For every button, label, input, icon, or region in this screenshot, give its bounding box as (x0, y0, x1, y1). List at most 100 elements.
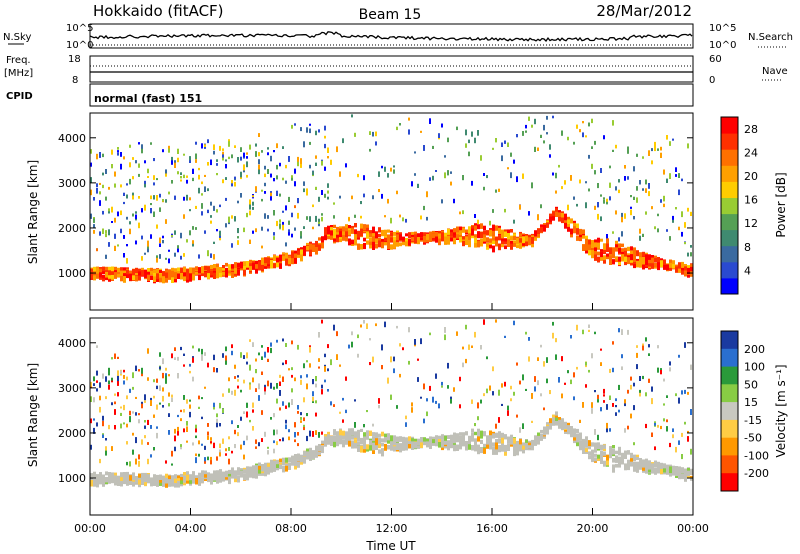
echo-cell (516, 414, 518, 418)
echo-cell (468, 233, 471, 241)
echo-cell (654, 262, 657, 268)
echo-cell (618, 243, 621, 250)
echo-cell (468, 344, 470, 350)
echo-cell (318, 129, 320, 133)
echo-cell (252, 201, 254, 206)
echo-cell (324, 135, 326, 139)
echo-cell (195, 453, 197, 457)
echo-cell (297, 456, 300, 462)
echo-cell (195, 424, 197, 429)
echo-cell (96, 345, 98, 348)
echo-cell (675, 446, 677, 453)
echo-cell (357, 445, 360, 452)
echo-cell (351, 441, 354, 449)
echo-cell (132, 432, 134, 436)
echo-cell (504, 208, 506, 213)
echo-cell (618, 328, 620, 333)
echo-cell (486, 437, 489, 444)
echo-cell (348, 238, 351, 246)
echo-cell (309, 345, 311, 349)
echo-cell (633, 466, 636, 472)
echo-cell (252, 230, 254, 234)
echo-cell (252, 426, 254, 431)
echo-cell (612, 252, 615, 259)
echo-cell (387, 239, 390, 247)
echo-cell (444, 236, 447, 244)
echo-cell (393, 236, 396, 242)
echo-cell (612, 448, 615, 455)
echo-cell (246, 411, 248, 418)
echo-cell (549, 154, 551, 158)
echo-cell (372, 356, 374, 363)
echo-cell (117, 475, 120, 480)
echo-cell (129, 178, 131, 185)
echo-cell (90, 177, 92, 183)
echo-cell (549, 213, 552, 219)
echo-cell (495, 423, 497, 429)
echo-cell (327, 368, 329, 372)
echo-cell (225, 453, 227, 456)
x-tick-label: 00:00 (677, 522, 709, 535)
echo-cell (294, 460, 297, 464)
echo-cell (222, 471, 225, 478)
echo-cell (465, 229, 468, 233)
echo-cell (279, 262, 282, 269)
echo-cell (114, 353, 116, 359)
echo-cell (312, 396, 314, 402)
echo-cell (165, 269, 168, 273)
echo-cell (198, 174, 200, 180)
echo-cell (534, 376, 536, 382)
echo-cell (645, 211, 647, 215)
echo-cell (141, 472, 144, 479)
echo-cell (447, 440, 450, 446)
echo-cell (591, 118, 593, 124)
echo-cell (291, 374, 293, 378)
echo-cell (564, 424, 567, 430)
echo-cell (102, 415, 104, 421)
echo-cell (603, 255, 606, 261)
echo-cell (513, 243, 516, 247)
echo-cell (90, 268, 93, 272)
echo-cell (606, 243, 609, 250)
echo-cell (516, 440, 519, 448)
echo-cell (621, 354, 623, 359)
echo-cell (477, 130, 479, 136)
echo-cell (465, 143, 467, 148)
echo-cell (519, 238, 522, 245)
echo-cell (312, 453, 315, 460)
echo-cell (642, 233, 644, 237)
echo-cell (237, 467, 240, 474)
echo-cell (189, 275, 192, 282)
echo-cell (210, 437, 212, 441)
echo-cell (144, 420, 146, 423)
echo-cell (393, 165, 395, 168)
echo-cell (639, 180, 641, 185)
echo-cell (471, 234, 474, 239)
echo-cell (327, 436, 330, 440)
echo-cell (516, 362, 518, 366)
echo-cell (210, 456, 212, 461)
echo-cell (195, 141, 197, 145)
echo-cell (612, 464, 615, 468)
echo-cell (195, 266, 198, 273)
echo-cell (132, 213, 134, 217)
echo-cell (303, 397, 305, 403)
echo-cell (429, 385, 431, 391)
echo-cell (612, 341, 614, 345)
echo-cell (489, 435, 492, 441)
echo-cell (492, 442, 495, 447)
echo-cell (300, 459, 303, 465)
echo-cell (630, 209, 632, 216)
echo-cell (312, 171, 314, 176)
echo-cell (183, 409, 185, 413)
echo-cell (111, 266, 114, 272)
noise-panel: N.Sky 10^5 10^0 10^5 10^0 N.Search (3, 23, 793, 51)
echo-cell (465, 441, 468, 446)
echo-cell (603, 445, 606, 449)
echo-cell (390, 447, 393, 451)
echo-cell (93, 397, 95, 403)
echo-cell (129, 274, 132, 281)
echo-cell (306, 188, 308, 194)
echo-cell (285, 457, 288, 463)
echo-cell (297, 198, 299, 204)
